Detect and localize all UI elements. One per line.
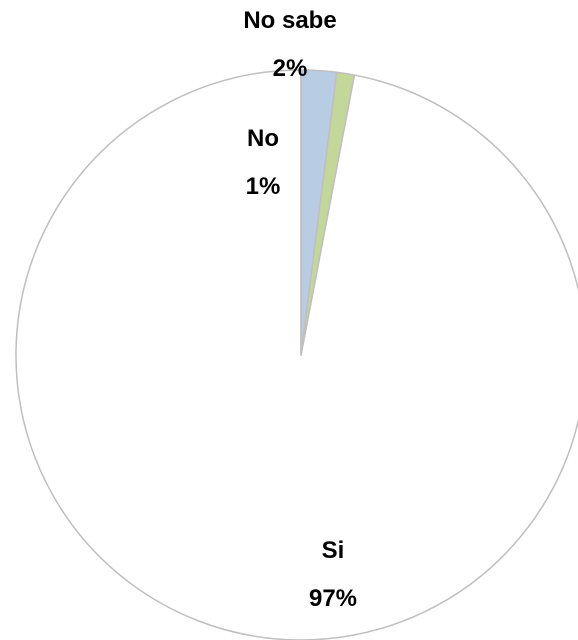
- pie-slice-si: [15, 69, 578, 640]
- slice-label-si: Si: [322, 537, 345, 564]
- slice-value-label-si: 97%: [309, 585, 357, 612]
- pie-slices: [15, 69, 578, 640]
- slice-label-no-sabe: No sabe: [243, 7, 336, 34]
- slice-value-label-no: 1%: [246, 173, 281, 200]
- slice-label-no: No: [247, 125, 279, 152]
- pie-labels: Si 97% No 1% No sabe 2%: [243, 7, 357, 612]
- slice-value-label-no-sabe: 2%: [273, 55, 308, 82]
- pie-slice-no-sabe: [300, 69, 338, 356]
